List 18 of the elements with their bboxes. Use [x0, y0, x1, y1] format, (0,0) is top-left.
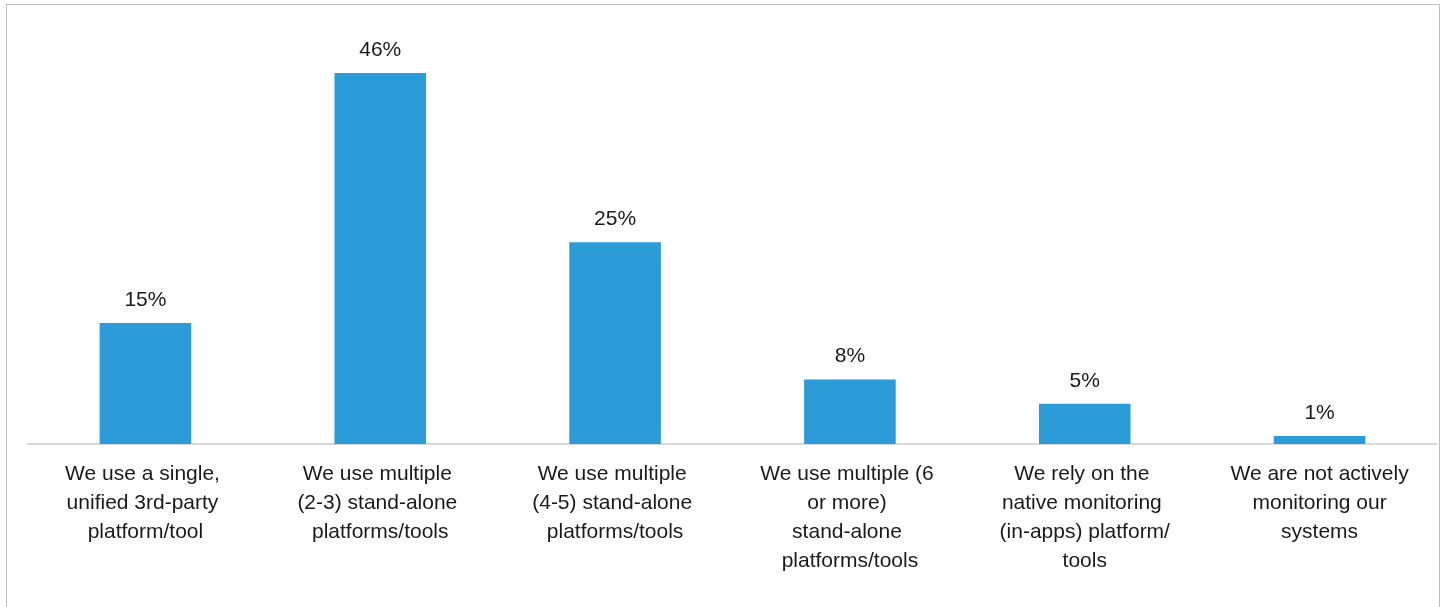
data-label: 5%: [1069, 367, 1100, 391]
data-label: 1%: [1304, 399, 1335, 423]
x-tick-label: We rely on the native monitoring (in-apps) platform/tools: [999, 461, 1171, 571]
x-tick-label: We use a single, unified 3rd-party platform/tool: [65, 461, 226, 542]
data-label: 15%: [124, 287, 167, 311]
x-tick-label: We are not actively monitoring our systems: [1230, 461, 1410, 542]
data-label: 8%: [834, 343, 866, 367]
bar: [334, 73, 427, 444]
x-tick-label: We use multiple (4-5) stand-alone platforms/tools: [532, 461, 698, 542]
bar: [1038, 403, 1131, 444]
data-label: 25%: [594, 206, 637, 230]
bar: [1273, 435, 1366, 444]
bar: [804, 379, 896, 444]
bar: [569, 242, 661, 444]
x-tick-label: We use multiple (2-3) stand-alone platforms/tools: [297, 461, 464, 542]
x-tick-label: We use multiple (6 or more) stand-alone platforms/tools: [760, 461, 940, 571]
data-label: 46%: [359, 37, 402, 60]
bar: [99, 323, 192, 444]
